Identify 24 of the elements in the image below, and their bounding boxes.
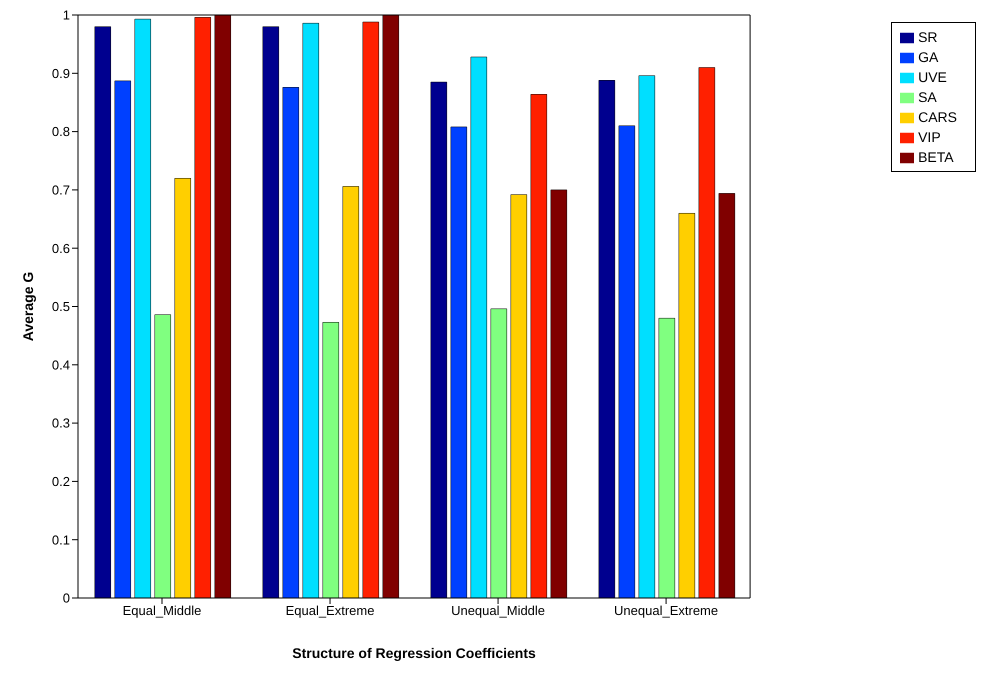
- legend-label: VIP: [918, 129, 941, 145]
- y-tick-label: 0: [62, 590, 70, 606]
- x-tick-label: Equal_Extreme: [286, 603, 374, 618]
- legend-label: SR: [918, 29, 938, 45]
- legend-label: UVE: [918, 69, 947, 85]
- y-tick-label: 0.1: [52, 532, 70, 548]
- x-tick-label: Unequal_Extreme: [614, 603, 718, 618]
- legend-label: CARS: [918, 109, 957, 125]
- y-tick-label: 0.9: [52, 66, 70, 81]
- y-tick-label: 1: [62, 8, 70, 23]
- x-axis-title: Structure of Regression Coefficients: [292, 645, 536, 661]
- y-axis-title: Average G: [20, 272, 36, 342]
- legend-label: BETA: [918, 149, 954, 165]
- y-tick-label: 0.3: [52, 416, 70, 431]
- y-tick-label: 0.4: [52, 357, 70, 372]
- y-tick-label: 0.7: [52, 182, 70, 198]
- y-tick-label: 0.2: [52, 474, 70, 490]
- y-tick-label: 0.8: [52, 124, 70, 140]
- x-tick-label: Equal_Middle: [122, 603, 202, 618]
- x-tick-label: Unequal_Middle: [451, 603, 546, 618]
- y-tick-label: 0.6: [52, 240, 70, 256]
- legend-label: GA: [918, 49, 938, 65]
- y-tick-label: 0.5: [52, 299, 70, 314]
- legend-label: SA: [918, 89, 937, 105]
